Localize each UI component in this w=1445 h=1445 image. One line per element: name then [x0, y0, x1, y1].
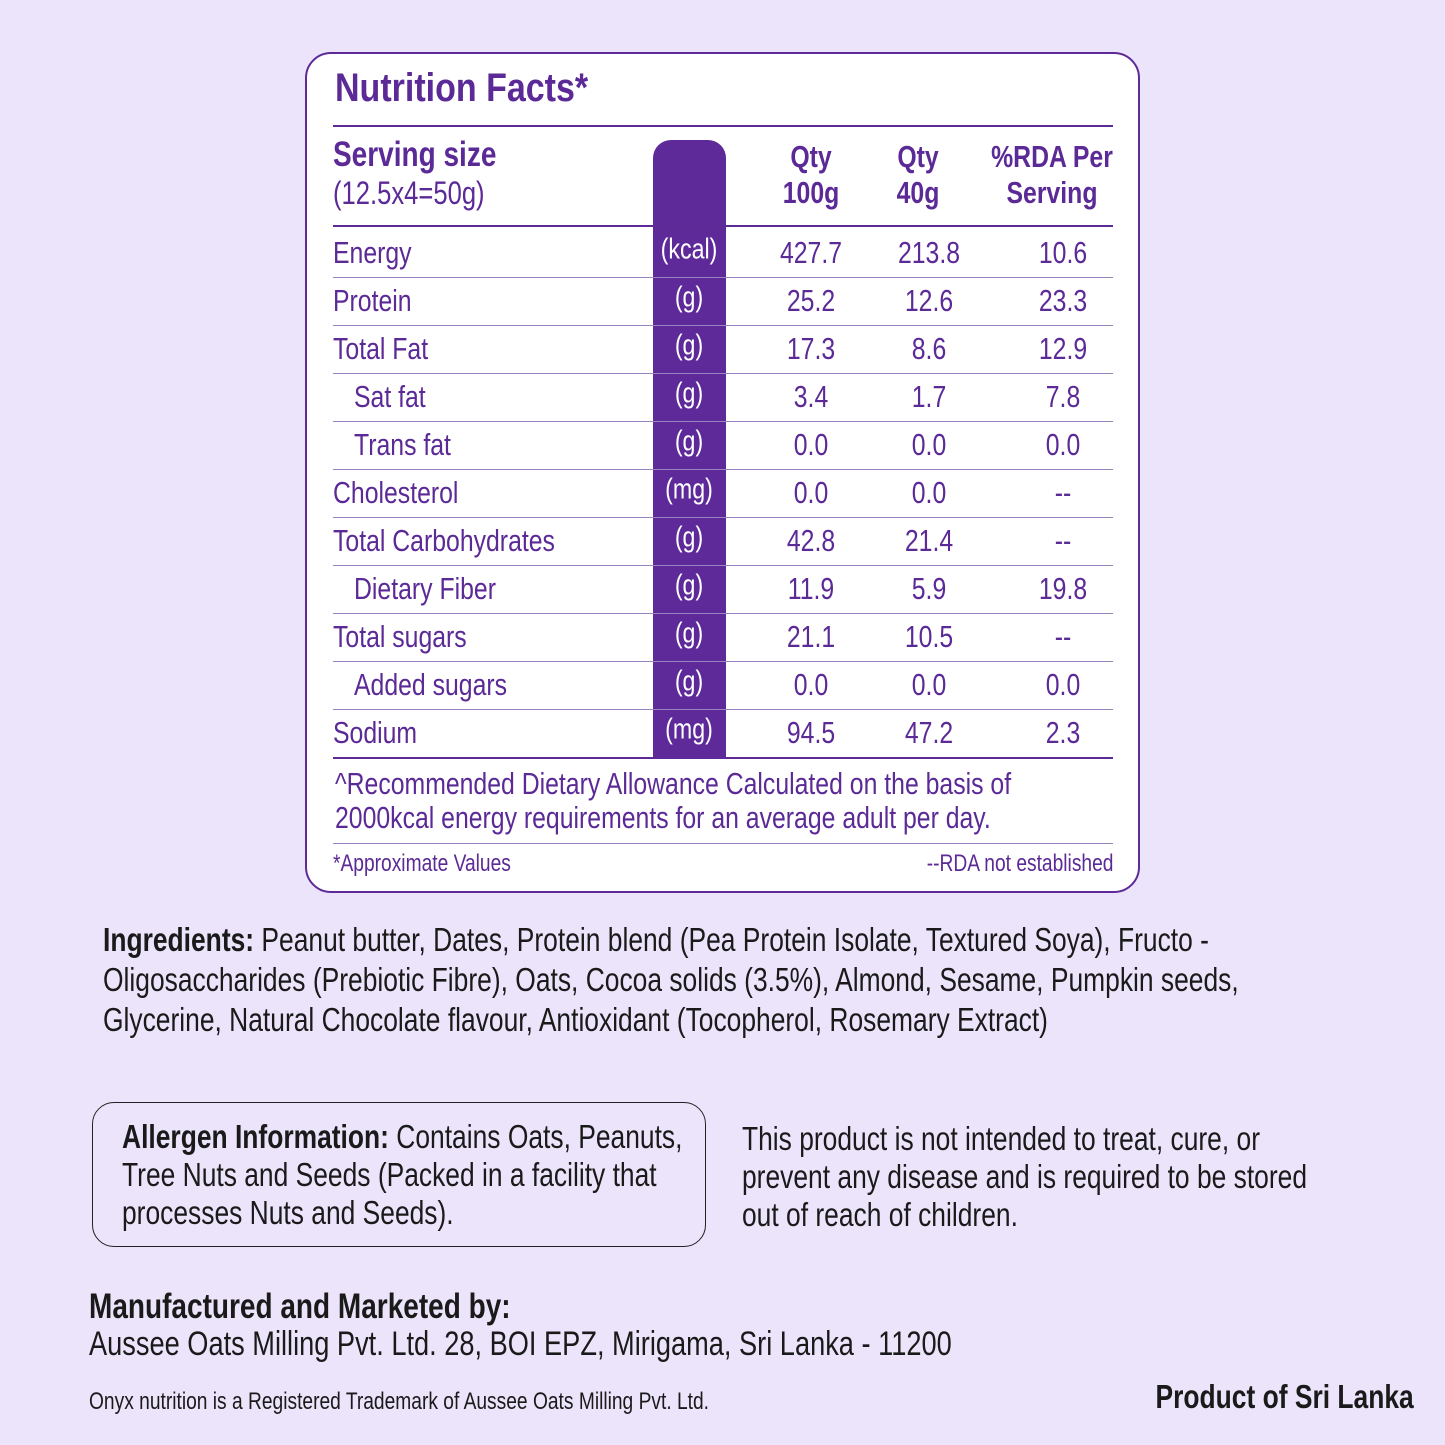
divider: [333, 757, 1113, 759]
serving-value: (12.5x4=50g): [333, 175, 485, 211]
manufacturer-label: Manufactured and Marketed by:: [89, 1287, 511, 1326]
value: 0.0: [911, 667, 947, 702]
unit-column: [653, 140, 726, 757]
sub-nutrient-name: Added sugars: [354, 667, 508, 702]
unit: (g): [674, 329, 704, 362]
value: 19.8: [1038, 571, 1088, 606]
value: 21.4: [904, 523, 954, 558]
value: 0.0: [911, 427, 947, 462]
footnote: 2000kcal energy requirements for an aver…: [335, 800, 991, 835]
value: 10.5: [904, 619, 954, 654]
manufacturer-address: Aussee Oats Milling Pvt. Ltd. 28, BOI EP…: [89, 1325, 952, 1363]
disclaimer: This product is not intended to treat, c…: [742, 1120, 1308, 1233]
nutrient-name: Total Carbohydrates: [333, 523, 555, 558]
unit: (g): [674, 281, 704, 314]
approximate-note: *Approximate Values: [333, 850, 511, 877]
value: 42.8: [786, 523, 836, 558]
row-divider: [333, 613, 1113, 614]
value: 0.0: [1045, 667, 1081, 702]
title: Nutrition Facts*: [335, 66, 589, 110]
divider: [333, 125, 1113, 127]
value: 0.0: [793, 667, 829, 702]
value: 427.7: [779, 235, 843, 270]
nutrient-name: Energy: [333, 235, 412, 270]
value: 0.0: [911, 475, 947, 510]
unit: (mg): [665, 713, 713, 746]
ingredients-label: Ingredients:: [103, 921, 255, 958]
value: 21.1: [786, 619, 836, 654]
value: 0.0: [793, 475, 829, 510]
footnote: ^Recommended Dietary Allowance Calculate…: [335, 766, 1012, 801]
value: 47.2: [904, 715, 954, 750]
row-divider: [333, 709, 1113, 710]
allergen: Allergen Information: Contains Oats, Pea…: [122, 1118, 704, 1232]
value: 94.5: [786, 715, 836, 750]
value: --: [1054, 475, 1072, 510]
value: 7.8: [1045, 379, 1081, 414]
sub-nutrient-name: Sat fat: [354, 379, 426, 414]
unit: (g): [674, 521, 704, 554]
value: 2.3: [1045, 715, 1081, 750]
row-divider: [333, 661, 1113, 662]
column-header: 100g: [782, 175, 840, 210]
value: 17.3: [786, 331, 836, 366]
row-divider: [333, 277, 1113, 278]
allergen-text: Contains Oats, Peanuts, Tree Nuts and Se…: [122, 1118, 683, 1231]
ingredients: Ingredients: Peanut butter, Dates, Prote…: [103, 920, 1287, 1040]
value: 5.9: [911, 571, 947, 606]
value: 8.6: [911, 331, 947, 366]
value: --: [1054, 619, 1072, 654]
column-header: Qty: [790, 139, 832, 174]
value: 12.9: [1038, 331, 1088, 366]
row-divider: [333, 421, 1113, 422]
unit: (g): [674, 569, 704, 602]
value: 0.0: [1045, 427, 1081, 462]
nutrient-name: Total Fat: [333, 331, 429, 366]
column-header: Qty: [897, 139, 939, 174]
value: 23.3: [1038, 283, 1088, 318]
column-header: Serving: [1006, 175, 1098, 210]
unit: (kcal): [660, 233, 718, 266]
value: --: [1054, 523, 1072, 558]
column-header: %RDA Per: [991, 139, 1113, 174]
column-header: 40g: [896, 175, 940, 210]
trademark: Onyx nutrition is a Registered Trademark…: [89, 1388, 710, 1415]
sub-nutrient-name: Dietary Fiber: [354, 571, 496, 606]
row-divider: [333, 565, 1113, 566]
nutrient-name: Cholesterol: [333, 475, 459, 510]
unit: (g): [674, 425, 704, 458]
value: 0.0: [793, 427, 829, 462]
unit: (g): [674, 377, 704, 410]
divider: [333, 843, 1113, 844]
value: 1.7: [911, 379, 947, 414]
allergen-label: Allergen Information:: [122, 1118, 389, 1155]
value: 25.2: [786, 283, 836, 318]
rda-note: --RDA not established: [926, 850, 1113, 877]
unit: (mg): [665, 473, 713, 506]
unit: (g): [674, 665, 704, 698]
ingredients-text: Peanut butter, Dates, Protein blend (Pea…: [103, 921, 1239, 1038]
divider: [333, 225, 1113, 227]
serving-label: Serving size: [333, 135, 497, 174]
allergen-box: [92, 1102, 706, 1247]
value: 3.4: [793, 379, 829, 414]
value: 10.6: [1038, 235, 1088, 270]
nutrient-name: Protein: [333, 283, 412, 318]
sub-nutrient-name: Trans fat: [354, 427, 451, 462]
origin: Product of Sri Lanka: [1155, 1378, 1414, 1415]
nutrient-name: Total sugars: [333, 619, 467, 654]
row-divider: [333, 373, 1113, 374]
row-divider: [333, 517, 1113, 518]
value: 12.6: [904, 283, 954, 318]
row-divider: [333, 469, 1113, 470]
unit: (g): [674, 617, 704, 650]
nutrient-name: Sodium: [333, 715, 418, 750]
row-divider: [333, 325, 1113, 326]
value: 213.8: [897, 235, 961, 270]
value: 11.9: [787, 571, 835, 606]
